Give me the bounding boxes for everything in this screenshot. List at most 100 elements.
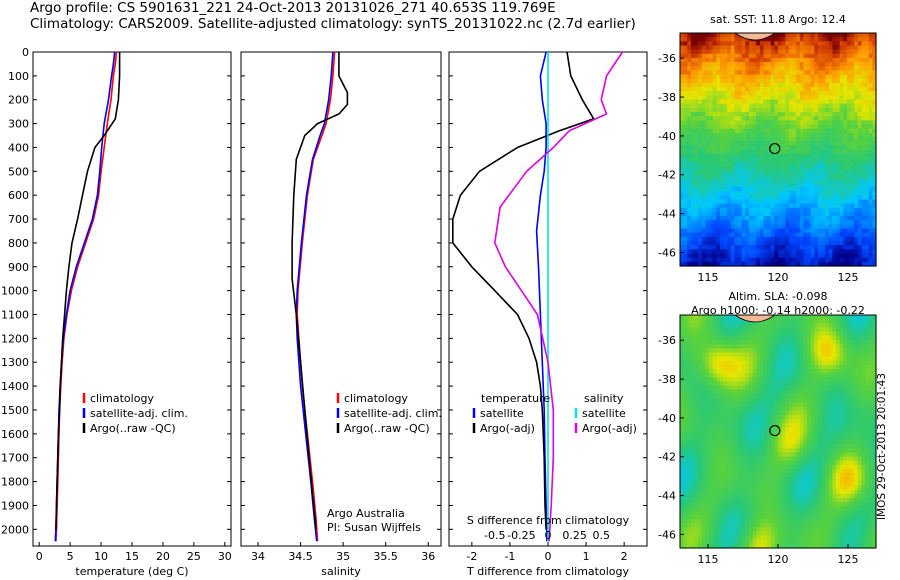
sst-map-cell	[774, 37, 779, 42]
sst-map-cell	[698, 182, 703, 188]
sst-map-cell	[748, 182, 754, 188]
sla-map-cell	[719, 364, 725, 370]
sla-map-cell	[778, 435, 783, 441]
sst-map-cell	[850, 41, 855, 47]
salinity-panel-xtick-label: 34.5	[288, 550, 313, 563]
sst-map-cell	[683, 253, 688, 259]
sla-map-cell	[778, 335, 783, 341]
sla-map-cell	[839, 389, 844, 395]
sst-map-cell	[763, 261, 768, 267]
sst-map-cell	[817, 62, 823, 67]
sst-map-cell	[734, 145, 739, 151]
sst-map-cell	[868, 66, 873, 72]
sla-map-cell	[865, 402, 870, 408]
sla-map-cell	[756, 427, 761, 433]
sst-map-cell	[759, 45, 765, 51]
sst-map-cell	[865, 211, 870, 217]
sst-map-cell	[850, 174, 855, 180]
sst-map-cell	[854, 141, 859, 146]
sla-map-cell	[843, 327, 848, 333]
sst-map-cell	[730, 157, 736, 163]
sla-map-cell	[861, 381, 866, 387]
sla-map-cell	[683, 344, 688, 349]
salinity-legend-2-label: Argo(..raw -QC)	[344, 422, 430, 435]
sst-map-cell	[836, 70, 841, 76]
sst-map-cell	[839, 220, 844, 225]
sst-map-cell	[821, 166, 826, 171]
sst-map-cell	[716, 53, 721, 59]
sla-map-cell	[680, 406, 685, 412]
sla-map-cell	[778, 394, 783, 399]
sst-map-cell	[727, 249, 732, 255]
sst-map-cell	[825, 149, 830, 155]
sst-map-cell	[846, 49, 852, 55]
sst-map-cell	[683, 132, 688, 138]
sla-map-cell	[850, 323, 855, 329]
sst-map-cell	[705, 161, 710, 167]
sst-map-cell	[712, 207, 717, 213]
sst-map-cell	[861, 70, 866, 76]
sst-map-cell	[872, 53, 877, 59]
sst-map-cell	[796, 191, 801, 196]
sla-map-cell	[836, 323, 841, 329]
sst-map-cell	[814, 199, 819, 205]
sla-map-cell	[807, 423, 812, 428]
sst-map-cell	[792, 236, 797, 242]
sla-map-cell	[727, 406, 732, 412]
sla-map-cell	[807, 414, 812, 420]
sst-map-cell	[825, 153, 830, 159]
sla-map-cell	[857, 327, 863, 333]
sst-map-cell	[767, 228, 772, 234]
sst-map-cell	[701, 57, 707, 63]
sst-map-cell	[727, 145, 732, 151]
sst-map-cell	[872, 124, 877, 130]
sst-map-cell	[854, 128, 859, 134]
sst-map-cell	[857, 112, 863, 117]
sst-map-cell	[861, 241, 866, 246]
sst-map-cell	[723, 78, 728, 84]
sla-map-cell	[821, 364, 826, 370]
sst-map-cell	[687, 82, 692, 88]
sla-map-cell	[738, 435, 743, 441]
sla-map-cell	[701, 423, 707, 428]
sst-map-cell	[861, 99, 866, 105]
sst-map-cell	[810, 216, 815, 221]
sst-map-cell	[799, 145, 805, 151]
sla-map-cell	[854, 394, 859, 399]
sst-map-cell	[734, 166, 739, 171]
sst-map-cell	[734, 178, 739, 184]
sst-map-cell	[748, 74, 754, 80]
sst-map-cell	[810, 161, 815, 167]
sla-map-cell	[683, 364, 688, 370]
sla-map-cell	[727, 410, 732, 416]
sst-map-cell	[759, 224, 765, 230]
sla-map-cell	[825, 377, 830, 383]
sla-map-cell	[843, 331, 848, 337]
sst-map-cell	[850, 103, 855, 109]
sst-map-cell	[759, 195, 765, 201]
sst-map-cell	[716, 107, 721, 113]
sla-map-cell	[781, 385, 786, 391]
sla-map-cell	[712, 377, 717, 383]
difference-line-temperature-1	[451, 51, 595, 530]
sst-map-cell	[752, 53, 757, 59]
sst-map-cell	[770, 74, 775, 80]
sla-map-cell	[817, 315, 823, 320]
sst-map-cell	[865, 182, 870, 188]
sst-map-cell	[712, 182, 717, 188]
sst-map-cell	[846, 33, 852, 38]
sla-map-cell	[727, 335, 732, 341]
sst-map-cell	[690, 132, 696, 138]
sla-map-cell	[738, 410, 743, 416]
sla-map-cell	[781, 352, 786, 358]
sst-map-cell	[839, 82, 844, 88]
sst-map-cell	[680, 91, 685, 97]
sst-map-cell	[836, 53, 841, 59]
sla-map-cell	[865, 356, 870, 362]
sla-map-cell	[781, 402, 786, 408]
sla-map-cell	[781, 364, 786, 370]
sst-map-cell	[723, 166, 728, 171]
sst-map-cell	[828, 99, 834, 105]
sst-map-cell	[756, 199, 761, 205]
sla-map-cell	[796, 319, 801, 324]
